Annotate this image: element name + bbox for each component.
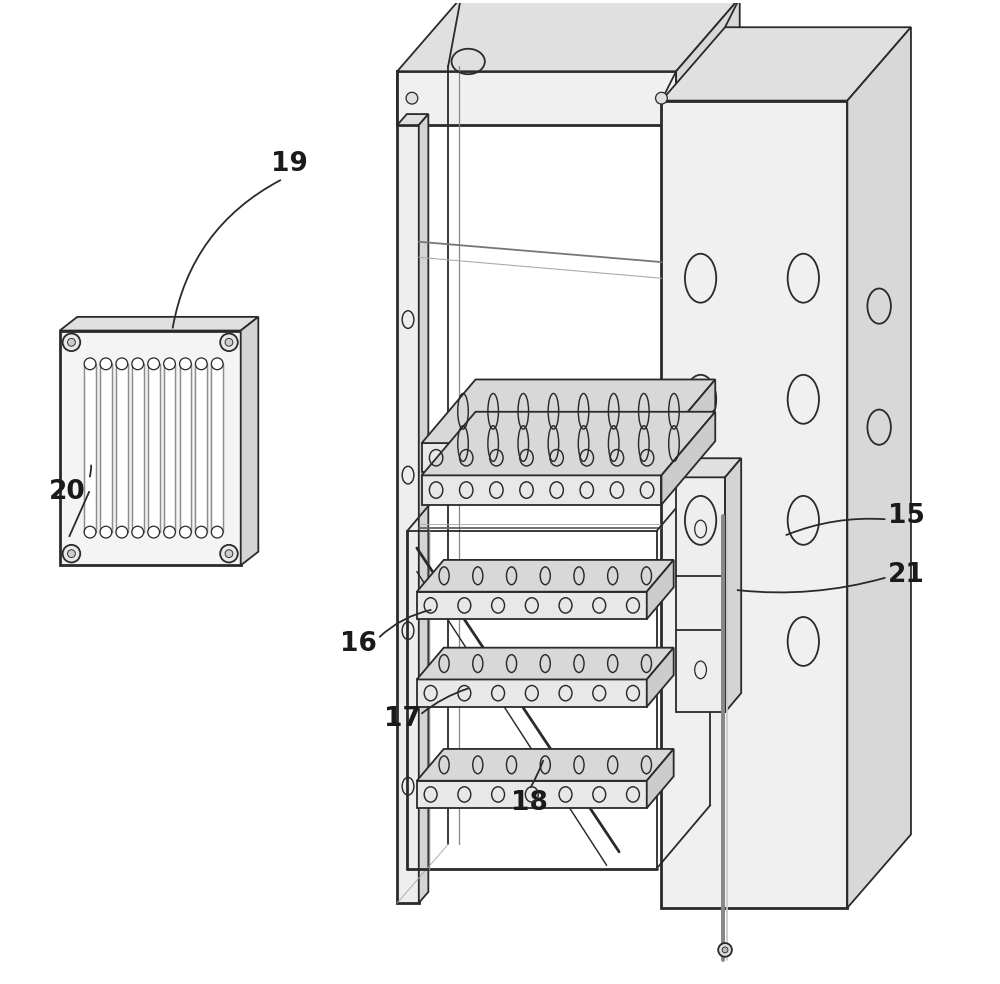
Ellipse shape [220, 545, 238, 563]
Polygon shape [116, 364, 128, 532]
Ellipse shape [148, 358, 160, 370]
Ellipse shape [132, 358, 144, 370]
Polygon shape [676, 477, 725, 712]
Polygon shape [241, 317, 258, 566]
Polygon shape [417, 591, 647, 619]
Ellipse shape [100, 526, 112, 538]
Polygon shape [164, 364, 175, 532]
Ellipse shape [68, 550, 75, 558]
Polygon shape [84, 364, 96, 532]
Polygon shape [647, 560, 674, 619]
Text: 17: 17 [384, 706, 421, 732]
Ellipse shape [180, 358, 191, 370]
Ellipse shape [225, 338, 233, 346]
Polygon shape [180, 364, 191, 532]
Text: 19: 19 [271, 152, 308, 177]
Text: 20: 20 [49, 479, 86, 505]
Ellipse shape [63, 334, 80, 351]
Ellipse shape [63, 545, 80, 563]
Ellipse shape [84, 358, 96, 370]
Polygon shape [397, 0, 740, 71]
Ellipse shape [164, 358, 175, 370]
Polygon shape [417, 780, 647, 808]
Polygon shape [417, 560, 674, 591]
Polygon shape [661, 380, 715, 472]
Polygon shape [211, 364, 223, 532]
Text: 16: 16 [340, 631, 377, 656]
Polygon shape [647, 749, 674, 808]
Ellipse shape [225, 550, 233, 558]
Polygon shape [422, 411, 715, 475]
Polygon shape [661, 100, 847, 908]
Polygon shape [100, 364, 112, 532]
Polygon shape [397, 71, 676, 125]
Polygon shape [661, 28, 911, 100]
Ellipse shape [180, 526, 191, 538]
Text: 18: 18 [511, 790, 548, 816]
Polygon shape [422, 380, 715, 443]
Polygon shape [422, 475, 661, 505]
Ellipse shape [211, 358, 223, 370]
Ellipse shape [211, 526, 223, 538]
Ellipse shape [100, 358, 112, 370]
Ellipse shape [718, 943, 732, 956]
Text: 21: 21 [888, 562, 924, 588]
Polygon shape [647, 647, 674, 707]
Ellipse shape [722, 947, 728, 953]
Ellipse shape [195, 358, 207, 370]
Ellipse shape [68, 338, 75, 346]
Text: 15: 15 [888, 504, 924, 529]
Polygon shape [397, 125, 419, 903]
Ellipse shape [220, 334, 238, 351]
Polygon shape [195, 364, 207, 532]
Polygon shape [676, 459, 741, 477]
Polygon shape [132, 364, 144, 532]
Polygon shape [847, 28, 911, 908]
Ellipse shape [164, 526, 175, 538]
Polygon shape [397, 114, 428, 125]
Polygon shape [725, 459, 741, 712]
Ellipse shape [195, 526, 207, 538]
Polygon shape [661, 411, 715, 505]
Ellipse shape [148, 526, 160, 538]
Polygon shape [417, 647, 674, 680]
Polygon shape [148, 364, 160, 532]
Ellipse shape [116, 358, 128, 370]
Ellipse shape [84, 526, 96, 538]
Ellipse shape [406, 92, 418, 104]
Polygon shape [419, 114, 428, 903]
Ellipse shape [116, 526, 128, 538]
Polygon shape [60, 317, 258, 331]
Polygon shape [60, 331, 241, 566]
Polygon shape [417, 749, 674, 780]
Polygon shape [422, 443, 661, 472]
Polygon shape [417, 680, 647, 707]
Ellipse shape [656, 92, 667, 104]
Polygon shape [676, 0, 740, 125]
Ellipse shape [132, 526, 144, 538]
